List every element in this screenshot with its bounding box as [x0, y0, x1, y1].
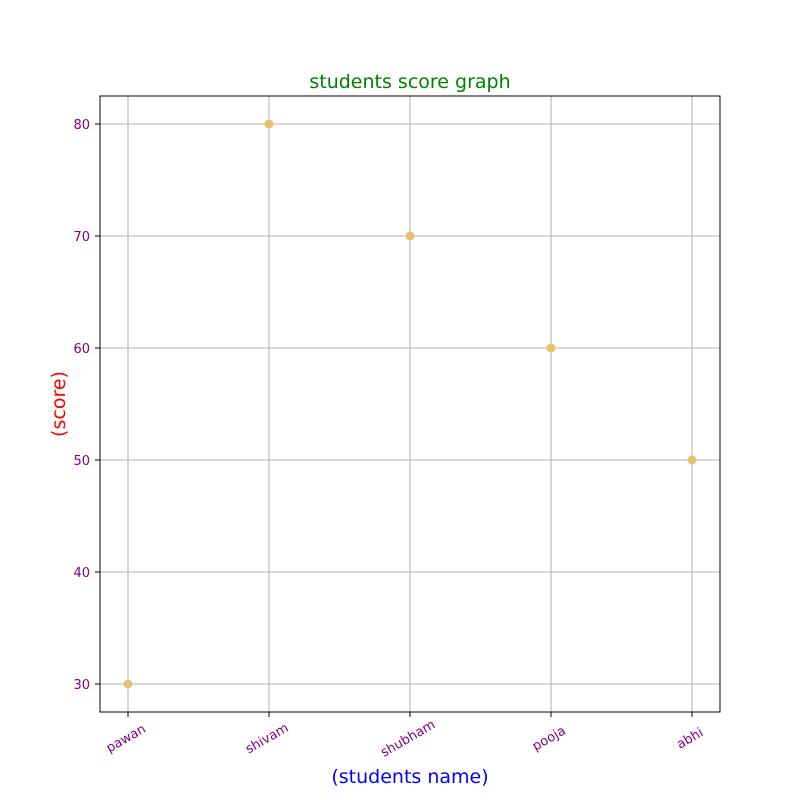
- points-layer: [123, 119, 697, 689]
- y-tick-label: 80: [73, 118, 90, 133]
- data-point-shivam: [264, 119, 274, 129]
- y-axis-title: (score): [48, 371, 70, 437]
- data-point-pooja: [546, 343, 556, 353]
- x-axis-title: (students name): [331, 766, 488, 788]
- y-tick-label: 60: [73, 342, 90, 357]
- grid-layer: [100, 96, 720, 712]
- ticks-layer: pawan shivam shubham pooja abhi 30 40 50 60 70 80: [73, 118, 706, 761]
- x-tick-label: shubham: [378, 717, 438, 760]
- x-tick-label: abhi: [674, 725, 706, 752]
- x-tick-label: pooja: [530, 724, 568, 755]
- y-tick-label: 40: [73, 566, 90, 581]
- x-tick-label: shivam: [243, 721, 291, 757]
- x-tick-label: pawan: [104, 722, 149, 757]
- data-point-shubham: [405, 231, 415, 241]
- data-point-abhi: [687, 455, 697, 465]
- y-tick-label: 30: [73, 678, 90, 693]
- y-tick-label: 70: [73, 230, 90, 245]
- y-tick-label: 50: [73, 454, 90, 469]
- chart-title: students score graph: [309, 71, 510, 93]
- data-point-pawan: [123, 679, 133, 689]
